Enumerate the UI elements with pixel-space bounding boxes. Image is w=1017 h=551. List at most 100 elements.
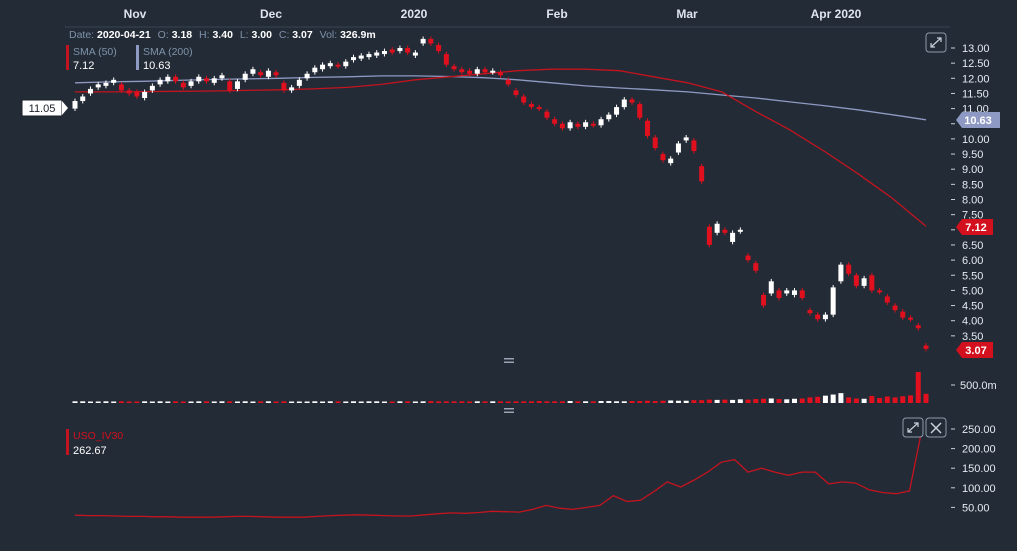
legend-iv30[interactable]: USO_IV30 262.67 bbox=[66, 429, 123, 457]
volume-bar bbox=[629, 401, 635, 403]
volume-bar bbox=[536, 401, 542, 403]
candle-body bbox=[381, 51, 387, 55]
volume-bar bbox=[675, 400, 681, 403]
price-tick-label: 6.50 bbox=[962, 240, 983, 252]
candle-body bbox=[544, 111, 550, 118]
volume-bar bbox=[791, 398, 797, 403]
candle-body bbox=[869, 275, 875, 291]
candle-body bbox=[72, 101, 78, 109]
volume-bar bbox=[668, 400, 674, 403]
candle-body bbox=[606, 114, 612, 120]
close-icon bbox=[930, 422, 942, 434]
volume-bar bbox=[173, 401, 179, 403]
legend-sma200[interactable]: SMA (200) 10.63 bbox=[136, 45, 193, 72]
candle-body bbox=[706, 226, 712, 245]
drag-handle-icon-2[interactable] bbox=[504, 408, 514, 413]
candle-body bbox=[791, 290, 797, 295]
candle-body bbox=[745, 255, 751, 261]
volume-bar bbox=[915, 372, 921, 403]
candle-body bbox=[281, 82, 287, 91]
candle-body bbox=[521, 96, 527, 103]
candle-body bbox=[908, 317, 914, 320]
close-iv-panel-button[interactable] bbox=[925, 417, 947, 438]
candle-body bbox=[575, 123, 581, 127]
iv-tick-label: 100.00 bbox=[962, 483, 996, 495]
volume-bar bbox=[474, 401, 480, 403]
price-axis: 13.0012.5012.0011.5011.0010.5010.009.509… bbox=[951, 43, 990, 343]
price-tick-label: 8.50 bbox=[962, 179, 983, 191]
candle-body bbox=[877, 290, 883, 293]
volume-bar bbox=[296, 401, 302, 403]
candle-body bbox=[242, 73, 248, 80]
volume-bar bbox=[513, 401, 519, 403]
volume-bar bbox=[691, 400, 697, 403]
volume-bar bbox=[544, 401, 550, 403]
candle-body bbox=[652, 137, 658, 148]
sma50-badge: 7.12 bbox=[956, 219, 993, 235]
volume-bar bbox=[443, 401, 449, 403]
candle-body bbox=[583, 122, 589, 127]
candle-body bbox=[95, 84, 101, 88]
candle-body bbox=[552, 119, 558, 124]
candle-body bbox=[374, 52, 380, 56]
legend-sma200-value: 10.63 bbox=[143, 60, 171, 72]
iv-tick-label: 150.00 bbox=[962, 463, 996, 475]
candle-body bbox=[505, 79, 511, 85]
candle-body bbox=[111, 79, 117, 83]
price-tick-label: 6.00 bbox=[962, 255, 983, 267]
expand-price-panel-button[interactable] bbox=[925, 32, 947, 53]
legend-iv30-swatch bbox=[66, 429, 69, 455]
volume-bar bbox=[853, 398, 859, 403]
expand-iv-panel-button[interactable] bbox=[902, 417, 924, 438]
volume-bar bbox=[467, 401, 473, 403]
candle-body bbox=[405, 48, 411, 53]
candle-body bbox=[598, 119, 604, 126]
volume-bar bbox=[559, 401, 565, 403]
volume-bar bbox=[838, 393, 844, 403]
drag-handle-icon[interactable] bbox=[504, 358, 514, 363]
volume-bar bbox=[598, 401, 604, 403]
volume-bar bbox=[320, 401, 326, 403]
candle-body bbox=[923, 345, 929, 349]
candle-body bbox=[296, 79, 302, 86]
volume-bar bbox=[374, 401, 380, 403]
volume-bar bbox=[180, 401, 186, 403]
volume-axis-label: 500.0m bbox=[960, 380, 997, 392]
legend-sma50[interactable]: SMA (50) 7.12 bbox=[66, 45, 117, 72]
volume-bar bbox=[111, 401, 117, 403]
last-price-badge-value: 3.07 bbox=[965, 345, 986, 357]
volume-bar bbox=[714, 399, 720, 403]
volume-bar bbox=[900, 396, 906, 403]
candle-body bbox=[459, 69, 465, 73]
candle-body bbox=[830, 287, 836, 315]
month-label-apr: Apr 2020 bbox=[811, 7, 862, 21]
volume-bar bbox=[335, 401, 341, 403]
candle-body bbox=[420, 38, 426, 44]
candle-body bbox=[219, 75, 225, 79]
candle-body bbox=[126, 90, 132, 94]
candle-body bbox=[273, 72, 279, 76]
candle-body bbox=[343, 61, 349, 67]
price-tick-label: 12.00 bbox=[962, 73, 990, 85]
volume-bar bbox=[273, 401, 279, 403]
volume-bar bbox=[660, 400, 666, 403]
candle-body bbox=[567, 122, 573, 129]
volume-bar bbox=[590, 401, 596, 403]
volume-bar bbox=[420, 401, 426, 403]
volume-bar bbox=[381, 401, 387, 403]
candle-body bbox=[142, 91, 148, 98]
price-tick-label: 8.00 bbox=[962, 195, 983, 207]
volume-bar bbox=[737, 399, 743, 403]
candle-body bbox=[513, 90, 519, 95]
volume-series bbox=[72, 372, 929, 403]
iv-axis: 250.00 200.00 150.00 100.00 50.00 bbox=[951, 424, 996, 514]
volume-bar bbox=[621, 401, 627, 403]
volume-bar bbox=[126, 401, 132, 403]
price-tick-label: 3.50 bbox=[962, 331, 983, 343]
candle-body bbox=[861, 278, 867, 286]
volume-bar bbox=[637, 401, 643, 403]
candle-body bbox=[668, 158, 674, 164]
candle-body bbox=[234, 81, 240, 89]
candle-body bbox=[335, 64, 341, 67]
candle-body bbox=[103, 82, 109, 86]
